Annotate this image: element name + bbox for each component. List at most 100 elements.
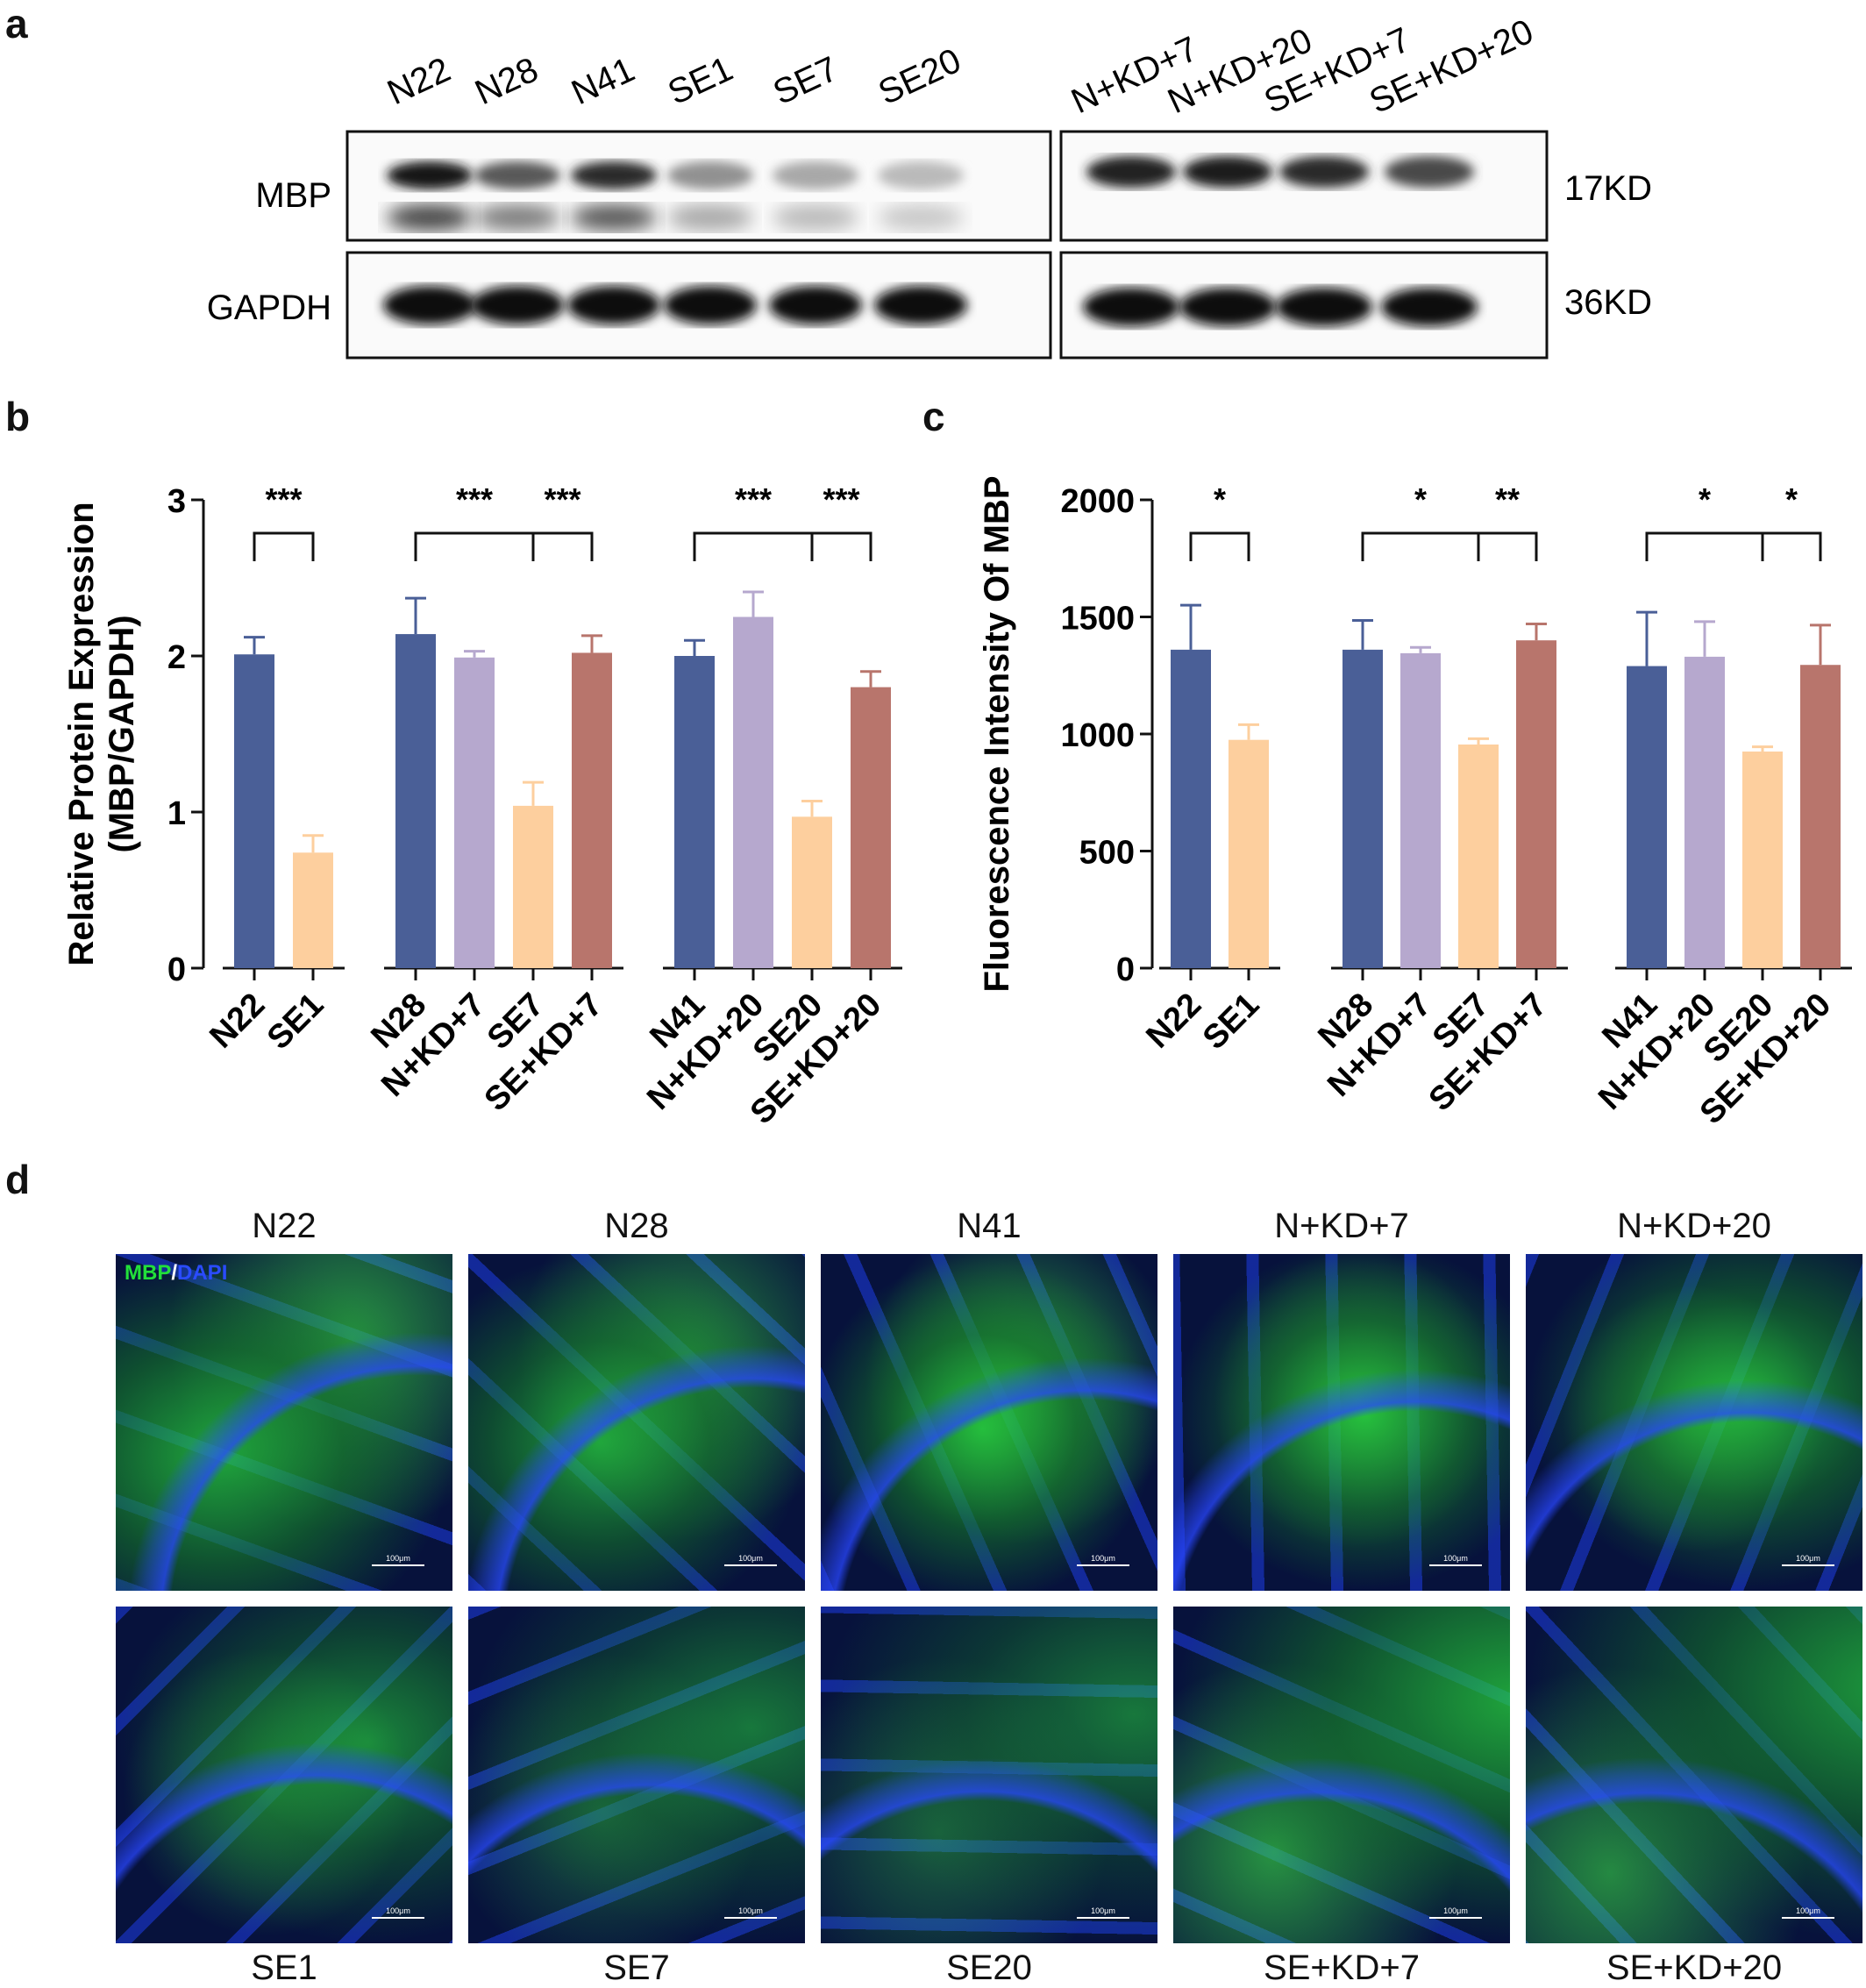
panel-label-a: a	[5, 1, 28, 46]
micrograph-label: SE7	[603, 1949, 670, 1987]
mbp-band-lower	[667, 204, 753, 231]
lane-label: SE1	[662, 49, 738, 112]
gapdh-band	[1276, 288, 1372, 326]
significance-bracket	[253, 531, 315, 561]
bar	[851, 687, 891, 968]
panel-label-c: c	[922, 394, 945, 439]
micrograph: 100μm	[1173, 1254, 1510, 1591]
gapdh-band	[1083, 288, 1179, 326]
significance-label: **	[1495, 481, 1520, 517]
mbp-band	[387, 161, 473, 189]
scale-bar-label: 100μm	[1443, 1906, 1468, 1915]
scale-bar	[724, 1564, 777, 1566]
mbp-band	[1385, 156, 1474, 188]
bar	[1343, 649, 1383, 968]
mbp-band	[667, 161, 753, 189]
lane-label: N41	[566, 50, 640, 112]
y-axis-label: Relative Protein Expression	[62, 502, 101, 965]
x-tick-label: SE1	[260, 987, 331, 1057]
gapdh-band	[769, 286, 862, 324]
bar	[1684, 656, 1725, 968]
y-axis-label: Fluorescence Intensity Of MBP	[978, 475, 1016, 992]
significance-label: ***	[544, 481, 580, 517]
micrograph: 100μm	[468, 1254, 805, 1591]
significance-bracket	[810, 531, 872, 561]
bar	[733, 616, 773, 968]
x-tick-label: N22	[203, 987, 272, 1056]
bar	[513, 805, 553, 968]
bar	[674, 656, 715, 968]
micrograph: 100μm	[468, 1607, 805, 1943]
bar	[1171, 649, 1211, 968]
micrograph-label: SE1	[251, 1949, 317, 1987]
cell-layer-arc	[821, 1254, 1157, 1591]
mbp-band	[474, 161, 560, 189]
cell-layer-arc	[1526, 1254, 1862, 1591]
y-tick-label: 2000	[1060, 483, 1135, 520]
micrograph-label: SE+KD+7	[1264, 1949, 1420, 1987]
scale-bar-label: 100μm	[738, 1906, 763, 1915]
micrograph: 100μm MBP/DAPI	[116, 1254, 452, 1591]
bar	[1742, 752, 1783, 968]
cell-layer-arc	[821, 1607, 1157, 1943]
micrograph-label: SE+KD+20	[1606, 1949, 1783, 1987]
significance-bracket	[1189, 531, 1250, 561]
y-axis-label: (MBP/GAPDH)	[103, 615, 141, 852]
significance-bracket	[1361, 531, 1480, 561]
gapdh-band	[567, 286, 660, 324]
bar	[1400, 652, 1441, 968]
micrograph-label: SE20	[946, 1949, 1032, 1987]
micrograph-label: N28	[604, 1207, 669, 1245]
significance-bracket	[693, 531, 814, 561]
cell-layer-arc	[468, 1607, 805, 1943]
micrograph: 100μm	[116, 1607, 452, 1943]
cell-layer-arc	[1173, 1254, 1510, 1591]
significance-bracket	[1645, 531, 1764, 561]
significance-label: ***	[265, 481, 302, 517]
mbp-size-label: 17KD	[1564, 169, 1652, 208]
mbp-band-lower	[773, 204, 858, 231]
mbp-band	[1183, 156, 1272, 188]
scale-bar-label: 100μm	[1796, 1906, 1820, 1915]
gapdh-band	[664, 286, 757, 324]
bar	[1229, 739, 1269, 968]
y-tick-label: 2	[167, 639, 186, 676]
significance-bracket	[531, 531, 594, 561]
bar	[572, 652, 612, 968]
y-tick-label: 500	[1079, 835, 1135, 872]
mbp-band	[1279, 156, 1369, 188]
micrograph-label: N22	[252, 1207, 317, 1245]
significance-bracket	[414, 531, 535, 561]
mbp-band	[773, 161, 858, 189]
cell-layer-arc	[116, 1254, 452, 1591]
mbp-label: MBP	[255, 176, 331, 215]
y-tick-label: 1	[167, 795, 186, 832]
scale-bar	[1429, 1917, 1482, 1919]
scale-bar	[1077, 1564, 1129, 1566]
significance-label: ***	[456, 481, 493, 517]
gapdh-size-label: 36KD	[1564, 283, 1652, 322]
lane-label: SE20	[872, 41, 966, 112]
y-tick-label: 0	[167, 951, 186, 988]
bar	[1458, 745, 1499, 968]
scale-bar	[372, 1917, 424, 1919]
significance-label: ***	[823, 481, 859, 517]
chart-fluorescence-intensity: Fluorescence Intensity Of MBP 0 500 1000 150…	[978, 475, 1852, 1131]
cell-layer-arc	[468, 1254, 805, 1591]
bar	[395, 634, 436, 968]
scale-bar-label: 100μm	[738, 1554, 763, 1563]
mbp-band	[571, 161, 657, 189]
micrograph: 100μm	[821, 1607, 1157, 1943]
cell-layer-arc	[1526, 1607, 1862, 1943]
cell-layer-arc	[116, 1607, 452, 1943]
y-tick-label: 0	[1116, 951, 1135, 988]
mbp-band-lower	[474, 204, 560, 231]
scale-bar-label: 100μm	[1796, 1554, 1820, 1563]
scale-bar	[724, 1917, 777, 1919]
stain-legend: MBP/DAPI	[125, 1261, 228, 1285]
scale-bar-label: 100μm	[386, 1906, 410, 1915]
cell-layer-arc	[1173, 1607, 1510, 1943]
mbp-band-lower	[571, 204, 657, 231]
micrograph: 100μm	[1173, 1607, 1510, 1943]
bar	[293, 852, 333, 968]
